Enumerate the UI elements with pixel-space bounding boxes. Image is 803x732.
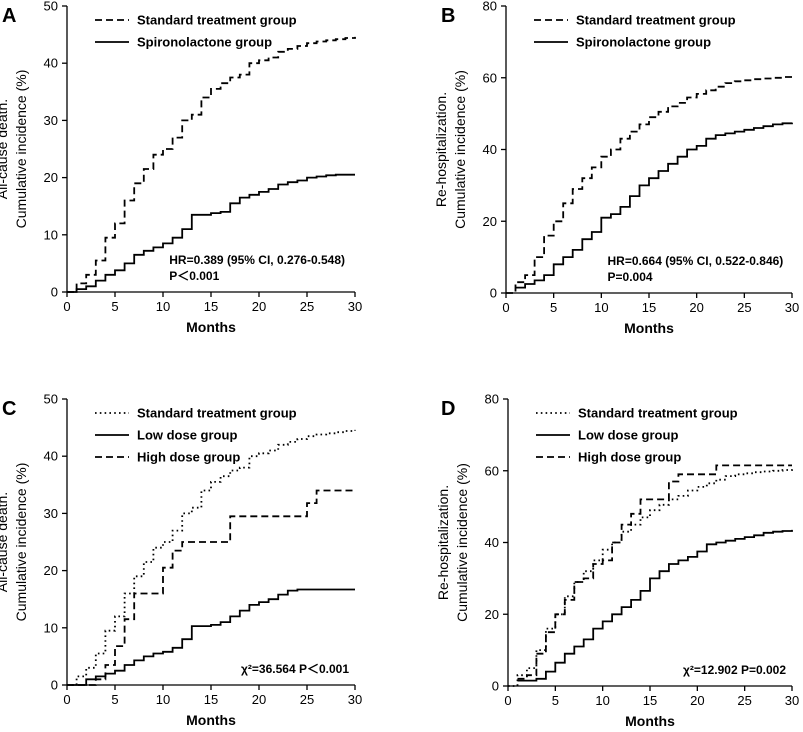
legend-label: Standard treatment group [576,13,736,28]
y-axis-label-line: All-cause death. [0,99,10,199]
series-line-dashed: High dose group [517,464,792,680]
y-tick-label: 0 [51,285,58,300]
legend-label: Standard treatment group [137,406,297,421]
x-tick-label: 15 [642,300,656,315]
x-tick-label: 30 [348,299,362,314]
x-tick-label: 20 [252,692,266,707]
x-tick-label: 0 [504,693,511,708]
stat-annotation: P＜0.001 [169,269,219,283]
legend-label: Low dose group [137,428,237,443]
x-tick-label: 30 [785,300,799,315]
stat-annotation: χ²=36.564 P＜0.001 [241,662,349,676]
x-tick-label: 10 [156,299,170,314]
x-tick-label: 20 [252,299,266,314]
y-tick-label: 60 [483,70,497,85]
y-tick-label: 20 [485,607,499,622]
panel-a: A 0 10 20 30 40 50 0 5 10 15 20 25 30 Months All-cause … [0,0,362,335]
y-tick-label: 0 [51,678,58,693]
x-tick-label: 5 [111,299,118,314]
x-axis-label: Months [186,712,236,728]
y-axis-label-line: All-cause death. [0,492,10,592]
y-tick-label: 20 [44,563,58,578]
x-tick-label: 20 [689,300,703,315]
y-axis-label-line: Cumulative incidence (%) [13,70,29,229]
series-line-dotted: Standard treatment group [67,429,356,686]
y-tick-label: 50 [44,0,58,14]
panel-d: D 0 20 40 60 80 0 5 10 15 20 25 30 Months Re-hospitali… [435,392,799,730]
x-tick-label: 0 [63,692,70,707]
x-tick-label: 25 [300,299,314,314]
stat-annotation: HR=0.664 (95% CI, 0.522-0.846) [608,254,784,268]
y-tick-label: 40 [44,449,58,464]
x-tick-label: 30 [785,693,799,708]
stat-annotation: P=0.004 [608,270,653,284]
legend-label: High dose group [578,450,681,465]
x-tick-label: 15 [204,692,218,707]
y-tick-label: 30 [44,506,58,521]
y-tick-label: 0 [490,286,497,301]
stat-annotation: χ²=12.902 P=0.002 [683,663,786,677]
panel-letter: D [441,398,455,420]
y-tick-label: 30 [44,113,58,128]
y-tick-label: 10 [44,620,58,635]
legend-label: Standard treatment group [137,13,297,28]
x-axis-label: Months [186,319,236,335]
legend-label: Low dose group [578,428,678,443]
y-tick-label: 0 [492,679,499,694]
x-tick-label: 25 [300,692,314,707]
x-tick-label: 20 [690,693,704,708]
y-axis-label-line: Cumulative incidence (%) [13,463,29,622]
x-tick-label: 10 [156,692,170,707]
y-axis-label-line: Cumulative incidence (%) [454,463,470,622]
y-tick-label: 40 [485,535,499,550]
x-tick-label: 15 [643,693,657,708]
x-tick-label: 5 [550,300,557,315]
y-tick-label: 40 [483,142,497,157]
series-line-dashed: Standard treatment group [67,36,356,293]
panel-letter: C [2,398,16,420]
x-tick-label: 10 [594,300,608,315]
panel-c: C 0 10 20 30 40 50 0 5 10 15 20 25 30 Months All-cause … [0,392,362,729]
panel-b: B 0 20 40 60 80 0 5 10 15 20 25 30 Months Re-hospitali… [433,0,799,336]
x-tick-label: 30 [348,692,362,707]
series-line-dotted: Standard treatment group [508,469,793,687]
x-tick-label: 5 [111,692,118,707]
y-tick-label: 80 [483,0,497,14]
series-line-solid: Spironolactone group [515,122,793,289]
series-line-dashed: High dose group [67,489,355,686]
y-tick-label: 50 [44,392,58,407]
series-line-solid: Low dose group [67,588,355,686]
x-tick-label: 0 [502,300,509,315]
x-tick-label: 5 [552,693,559,708]
x-tick-label: 25 [737,300,751,315]
y-tick-label: 20 [44,170,58,185]
x-tick-label: 25 [737,693,751,708]
y-axis-label-line: Re-hospitalization. [433,92,449,207]
y-tick-label: 60 [485,463,499,478]
y-tick-label: 40 [44,56,58,71]
y-tick-label: 20 [483,214,497,229]
series-line-solid: Low dose group [517,529,793,682]
legend-label: Spironolactone group [576,35,711,50]
x-axis-label: Months [625,713,675,729]
y-tick-label: 10 [44,227,58,242]
y-axis-label-line: Re-hospitalization. [435,485,451,600]
legend-label: Spironolactone group [137,35,272,50]
series-line-solid: Spironolactone group [67,173,355,293]
x-tick-label: 15 [204,299,218,314]
x-tick-label: 0 [63,299,70,314]
y-axis-label-line: Cumulative incidence (%) [452,70,468,229]
legend-label: High dose group [137,450,240,465]
panel-letter: B [441,5,455,27]
panel-letter: A [2,5,16,27]
stat-annotation: HR=0.389 (95% CI, 0.276-0.548) [169,253,345,267]
legend-label: Standard treatment group [578,406,738,421]
x-axis-label: Months [624,320,674,336]
x-tick-label: 10 [595,693,609,708]
y-tick-label: 80 [485,392,499,407]
